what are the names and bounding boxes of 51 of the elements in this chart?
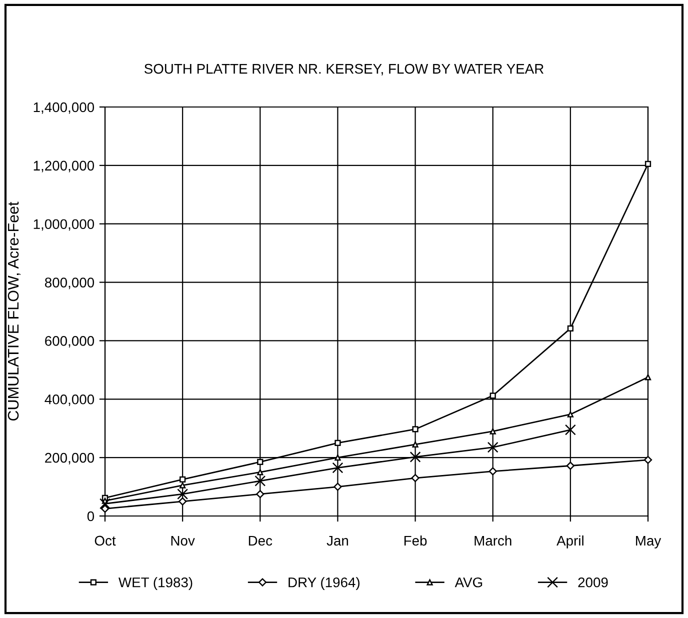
legend-label: DRY (1964) <box>288 577 360 590</box>
point <box>564 424 576 436</box>
y-tick-label: 600,000 <box>45 336 94 348</box>
point <box>487 442 498 453</box>
point <box>412 426 418 432</box>
point <box>490 428 496 434</box>
x-tick-label: March <box>474 535 512 546</box>
x-tick-label: Feb <box>404 535 427 546</box>
point <box>411 474 420 482</box>
point <box>180 476 186 483</box>
point <box>257 469 264 476</box>
y-tick-label: 200,000 <box>45 452 94 464</box>
point <box>410 452 421 462</box>
point <box>254 475 266 486</box>
y-tick-label: 1,400,000 <box>34 102 94 114</box>
point <box>334 454 341 461</box>
point <box>257 458 264 466</box>
x-tick-label: April <box>556 535 584 548</box>
point <box>567 325 574 332</box>
legend-label: WET (1983) <box>118 577 192 590</box>
point <box>644 374 652 380</box>
y-tick-label: 1,200,000 <box>34 160 94 172</box>
point <box>412 441 418 448</box>
point <box>334 482 342 491</box>
x-tick-label: Nov <box>171 536 195 546</box>
point <box>566 462 574 470</box>
y-tick-label: 400,000 <box>44 394 94 406</box>
x-tick-label: Oct <box>94 536 116 546</box>
point <box>567 411 574 418</box>
legend-label: AVG <box>454 577 482 588</box>
point <box>180 482 186 488</box>
point <box>256 490 264 498</box>
y-axis-title: CUMULATIVE FLOW, Acre-Feet <box>8 202 20 421</box>
point <box>332 462 344 474</box>
point <box>488 467 497 476</box>
legend-label: 2009 <box>578 577 608 588</box>
point <box>178 497 187 506</box>
chart-title: SOUTH PLATTE RIVER NR. KERSEY, FLOW BY WATER YEAR <box>144 64 544 76</box>
point <box>100 498 110 510</box>
x-tick-label: Dec <box>248 536 272 546</box>
y-tick-label: 800,000 <box>44 278 94 290</box>
point <box>100 504 110 513</box>
point <box>490 392 496 399</box>
y-tick-label: 0 <box>87 511 94 522</box>
point <box>644 456 652 464</box>
x-tick-label: Jan <box>326 536 348 546</box>
point <box>177 488 188 500</box>
x-tick-label: May <box>636 536 662 548</box>
point <box>334 440 341 446</box>
y-tick-label: 1,000,000 <box>34 219 94 231</box>
point <box>644 160 652 168</box>
